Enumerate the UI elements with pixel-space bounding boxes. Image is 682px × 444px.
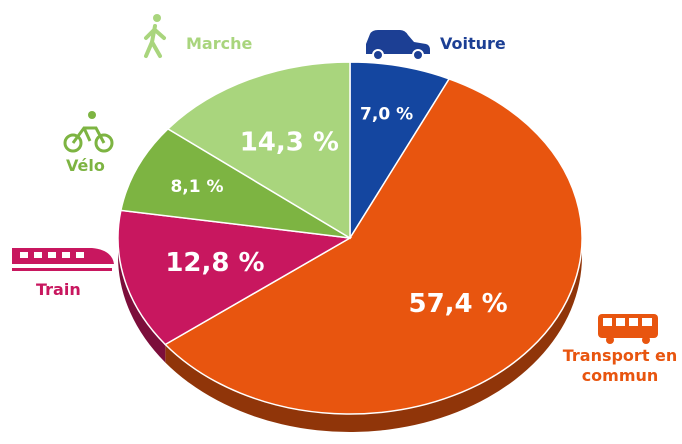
value-label: 7,0 % (360, 104, 413, 124)
category-label: Train (36, 280, 81, 299)
car-icon (366, 30, 430, 61)
category-label: Vélo (66, 156, 105, 175)
value-label: 8,1 % (170, 177, 223, 197)
pie-slice (349, 61, 451, 241)
value-label: 14,3 % (240, 127, 339, 157)
category-label: Voiture (440, 34, 506, 53)
value-label: 57,4 % (408, 289, 507, 319)
bike-icon (63, 111, 114, 153)
pie-side (118, 238, 166, 363)
train-icon (12, 248, 114, 271)
pie-slice (164, 77, 583, 415)
bus-icon (598, 314, 658, 344)
pie-slice (166, 61, 351, 240)
value-label: 12,8 % (165, 248, 264, 278)
pie-slice (119, 127, 351, 239)
walk-icon (144, 14, 166, 58)
category-label: Marche (186, 34, 253, 53)
category-label: Transport en commun (562, 346, 678, 385)
pie-slice (117, 209, 353, 346)
